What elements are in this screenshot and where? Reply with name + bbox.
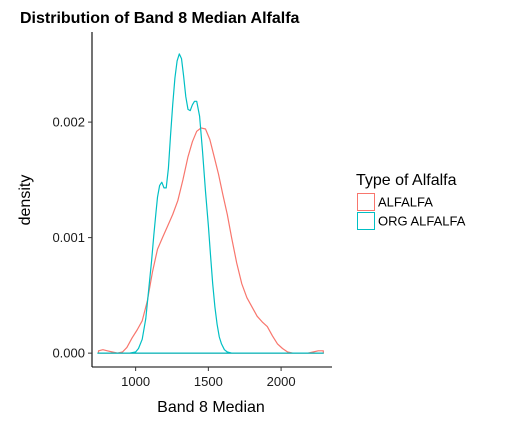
density-curves [97,53,324,354]
x-axis-title: Band 8 Median [157,399,265,416]
x-tick-label: 1000 [121,374,150,389]
legend-key-org-alfalfa [357,212,375,230]
x-tick-label: 2000 [267,374,296,389]
y-axis: 0.000 0.001 0.002 [52,32,93,367]
y-axis-title: density [17,175,34,226]
y-tick-label: 0.002 [52,115,85,130]
legend: Type of Alfalfa ALFALFA ORG ALFALFA [356,172,466,230]
legend-key-alfalfa [357,193,375,211]
legend-label-alfalfa: ALFALFA [378,195,433,210]
x-axis: 1000 1500 2000 [92,366,332,389]
legend-title: Type of Alfalfa [356,172,457,189]
chart-title: Distribution of Band 8 Median Alfalfa [20,10,300,27]
legend-label-org-alfalfa: ORG ALFALFA [378,214,466,229]
density-curve-alfalfa [97,127,324,354]
y-tick-label: 0.000 [52,346,85,361]
y-tick-label: 0.001 [52,230,85,245]
x-tick-label: 1500 [194,374,223,389]
density-curve-org-alfalfa [97,53,324,354]
